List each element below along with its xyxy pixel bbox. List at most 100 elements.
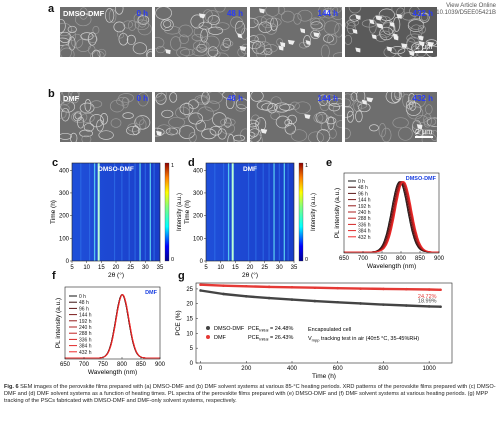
pce-point xyxy=(313,299,317,303)
x-tick-label: 0 xyxy=(199,366,203,372)
sem-time-label: 432 h xyxy=(412,9,433,18)
pce-point xyxy=(222,292,225,296)
x-tick-label: 850 xyxy=(415,256,426,262)
legend-label: 96 h xyxy=(358,191,368,197)
y-tick-label: 200 xyxy=(193,214,204,220)
colorbar-tick-label: 0 xyxy=(171,257,174,263)
caption-fig-label: Fig. 6 xyxy=(4,384,19,390)
plot-title: DMSO-DMF xyxy=(406,176,437,182)
x-tick-label: 1000 xyxy=(422,366,436,372)
plot-title: DMF xyxy=(145,290,158,296)
sem-texture xyxy=(155,7,247,57)
legend-label: 48 h xyxy=(358,185,368,191)
pce-point xyxy=(244,284,248,288)
scale-bar: 2 μm xyxy=(415,42,433,53)
y-tick-label: 10 xyxy=(186,331,193,337)
sem-texture xyxy=(345,7,437,57)
x-tick-label: 400 xyxy=(287,366,298,372)
colorbar xyxy=(298,162,304,262)
y-tick-label: 400 xyxy=(193,168,204,174)
y-tick-label: 200 xyxy=(59,214,70,220)
legend-label: 336 h xyxy=(79,337,92,343)
x-tick-label: 20 xyxy=(247,265,254,271)
sem-time-label: 144 h xyxy=(317,9,338,18)
legend-pce: PCEinitial = 24.48% xyxy=(248,326,293,333)
y-axis-label: PL intensity (a.u.) xyxy=(55,298,62,348)
legend-label: 192 h xyxy=(358,204,371,210)
pce-point xyxy=(199,283,202,286)
y-axis-label: Time (h) xyxy=(184,200,191,224)
sem-texture xyxy=(155,92,247,142)
panel-d-letter: d xyxy=(188,157,195,169)
x-tick-label: 5 xyxy=(204,265,208,271)
pl-curve xyxy=(344,181,439,253)
figure-caption: Fig. 6 SEM images of the perovskite film… xyxy=(4,384,496,406)
legend-label: 0 h xyxy=(358,179,365,185)
sem-texture xyxy=(60,7,152,57)
legend-label: 240 h xyxy=(358,210,371,216)
pce-point xyxy=(359,302,362,305)
y-tick-label: 300 xyxy=(193,191,204,197)
x-tick-label: 35 xyxy=(291,265,298,271)
sem-time-label: 48 h xyxy=(226,9,243,18)
legend-label: DMSO-DMF xyxy=(214,326,245,332)
panel-c-letter: c xyxy=(52,157,59,169)
pce-curve-0 xyxy=(200,289,441,308)
legend-label: 384 h xyxy=(358,229,371,235)
x-tick-label: 10 xyxy=(83,265,90,271)
legend-label: 48 h xyxy=(79,300,89,306)
sem-texture xyxy=(250,92,342,142)
legend-label: 288 h xyxy=(358,216,371,222)
x-tick-label: 600 xyxy=(333,366,344,372)
colorbar-label: Intensity (a.u.) xyxy=(177,193,183,231)
legend-marker xyxy=(206,326,210,330)
heatmap-title: DMSO-DMF xyxy=(98,166,134,173)
colorbar-tick-label: 1 xyxy=(171,163,174,169)
sem-time-label: 432 h xyxy=(412,94,433,103)
x-tick-label: 5 xyxy=(70,265,74,271)
x-tick-label: 800 xyxy=(378,366,389,372)
x-tick-label: 35 xyxy=(157,265,164,271)
y-tick-label: 300 xyxy=(59,191,70,197)
legend-label: 144 h xyxy=(358,198,371,204)
colorbar-label: Intensity (a.u.) xyxy=(311,193,317,231)
x-tick-label: 750 xyxy=(98,362,109,368)
legend-pce: PCEinitial = 26.43% xyxy=(248,335,293,342)
sem-time-label: 0 h xyxy=(136,9,148,18)
pce-point xyxy=(382,287,385,291)
legend-marker xyxy=(206,335,210,339)
panel-b-letter: b xyxy=(48,88,55,100)
sem-image-b-1: 48 h xyxy=(155,92,247,142)
legend-label: 432 h xyxy=(358,235,371,241)
pce-point xyxy=(222,284,225,287)
sem-texture xyxy=(60,92,152,142)
x-tick-label: 650 xyxy=(339,256,350,262)
legend-label: 432 h xyxy=(79,350,92,356)
y-tick-label: 20 xyxy=(186,302,193,308)
y-tick-label: 15 xyxy=(186,317,193,323)
panel-f-letter: f xyxy=(52,270,56,282)
y-tick-label: 5 xyxy=(190,346,194,352)
pce-point xyxy=(439,305,442,309)
scale-bar: 2 μm xyxy=(415,127,433,138)
legend-label: 288 h xyxy=(79,331,92,337)
annotation-line1: Encapsulated cell xyxy=(308,327,351,333)
x-axis-label: 2θ (°) xyxy=(108,271,124,279)
x-tick-label: 10 xyxy=(217,265,224,271)
pce-point xyxy=(336,286,340,290)
corner-note-line2: DOI: 10.1039/D5EE05421B xyxy=(422,10,496,16)
x-tick-label: 200 xyxy=(241,366,252,372)
x-tick-label: 15 xyxy=(232,265,239,271)
pce-point xyxy=(359,287,362,290)
sem-system-label: DMF xyxy=(63,94,80,103)
legend-label: DMF xyxy=(214,335,227,341)
x-axis-label: 2θ (°) xyxy=(242,271,258,279)
x-tick-label: 30 xyxy=(276,265,283,271)
x-tick-label: 850 xyxy=(136,362,147,368)
pce-point xyxy=(290,298,294,301)
chart-g-mpp-tracking: 0 200 400 600 800 1000 0 5 10 15 20 25 Time (h) PCE (… xyxy=(175,282,453,380)
sem-texture xyxy=(250,7,342,57)
legend-label: 96 h xyxy=(79,306,89,312)
